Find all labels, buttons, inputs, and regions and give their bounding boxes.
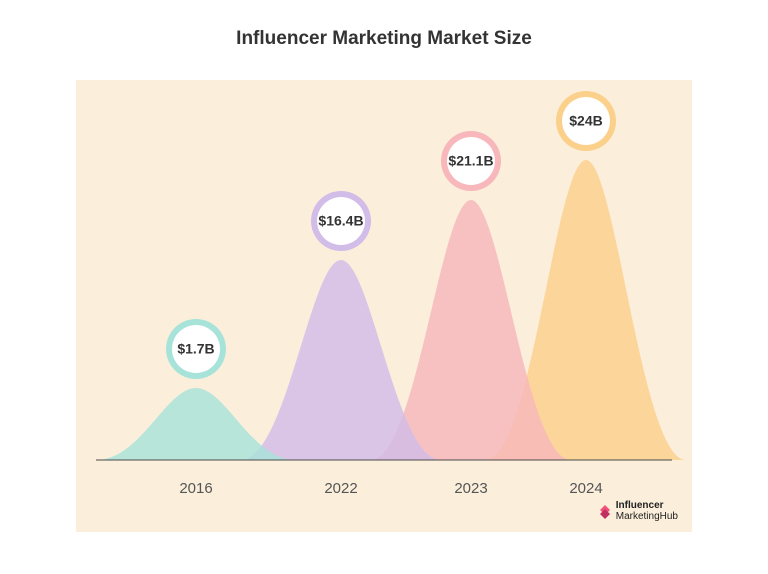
pin-value-2024: $24B xyxy=(569,113,602,129)
chart-panel: $1.7B $16.4B $21.1B $24B Influencer Marketi… xyxy=(76,80,692,532)
brand-line2: MarketingHub xyxy=(616,511,678,522)
curve-2016 xyxy=(96,388,296,460)
x-axis-label-2024: 2024 xyxy=(526,480,646,497)
brand-line1: Influencer xyxy=(616,500,664,511)
x-axis-label-2016: 2016 xyxy=(136,480,256,497)
pin-value-2023: $21.1B xyxy=(448,153,493,169)
brand-diamond-icon xyxy=(598,505,612,519)
x-axis-label-2022: 2022 xyxy=(281,480,401,497)
brand-logo: Influencer MarketingHub xyxy=(598,501,678,522)
pin-value-2016: $1.7B xyxy=(177,341,214,357)
x-axis-label-2023: 2023 xyxy=(411,480,531,497)
pin-2022: $16.4B xyxy=(311,191,371,251)
figure-root: Influencer Marketing Market Size $1.7B$1… xyxy=(0,0,768,574)
pin-2016: $1.7B xyxy=(166,319,226,379)
pin-2023: $21.1B xyxy=(441,131,501,191)
curve-2022 xyxy=(241,260,441,460)
chart-svg: $1.7B $16.4B $21.1B $24B xyxy=(76,80,692,532)
pin-2024: $24B xyxy=(556,91,616,151)
pin-value-2022: $16.4B xyxy=(318,213,363,229)
chart-title: Influencer Marketing Market Size xyxy=(0,28,768,50)
brand-text: Influencer MarketingHub xyxy=(616,501,678,522)
